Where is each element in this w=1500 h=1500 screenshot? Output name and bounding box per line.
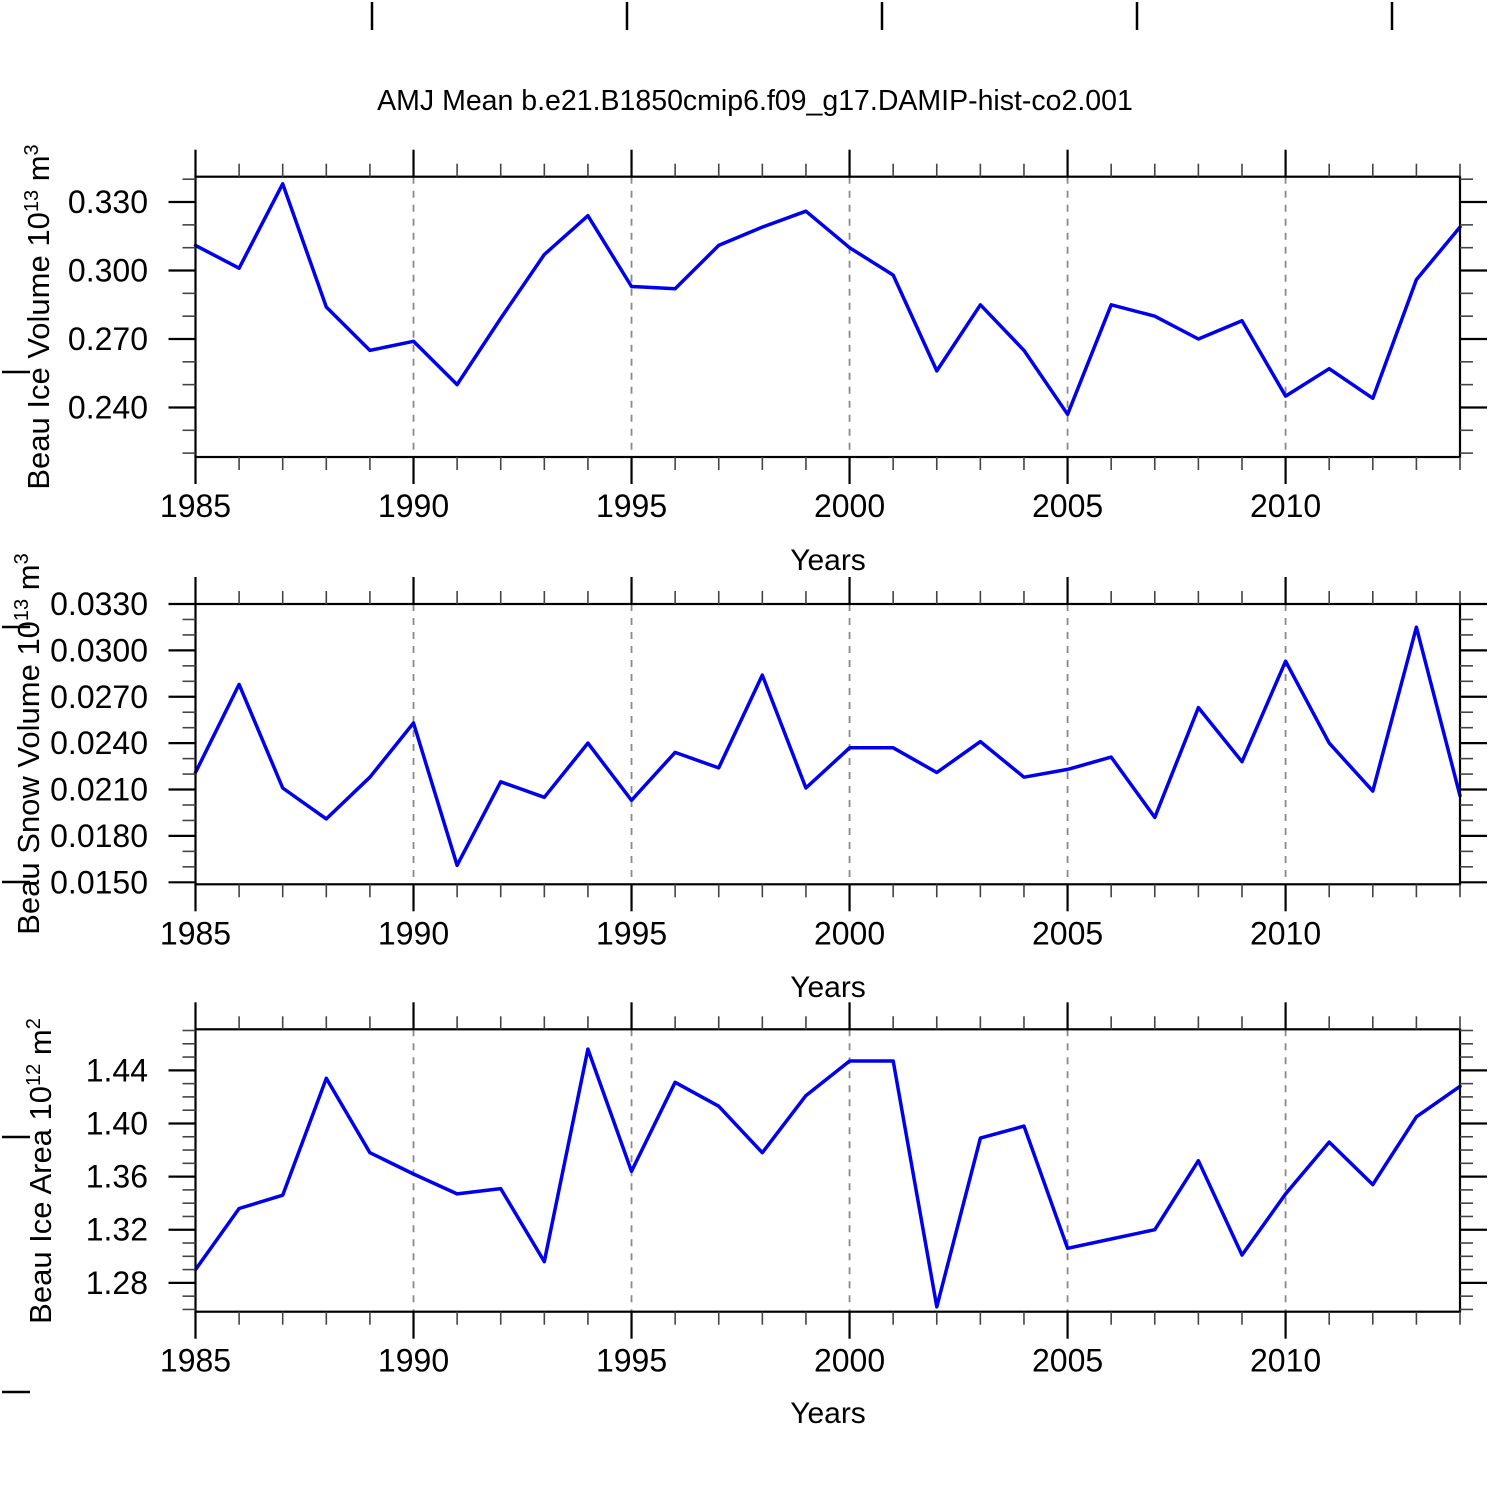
gridlines <box>412 604 1287 885</box>
x-tick-label: 1995 <box>596 1343 667 1379</box>
y-axis-title-text: Beau Snow Volume 10 <box>11 621 47 935</box>
x-axis-title-years-panel3: Years <box>790 1397 866 1430</box>
y-axis-title-ice-area: Beau Ice Area 1012 m2 <box>23 1018 59 1324</box>
y-tick-label: 1.32 <box>86 1212 148 1248</box>
plot-frame <box>194 175 1462 459</box>
x-ticks <box>194 149 1461 484</box>
y-tick-labels: 1.28 1.32 1.36 1.40 1.44 <box>86 1052 148 1301</box>
x-axis-title-years-panel2: Years <box>790 971 866 1004</box>
x-ticks <box>194 577 1461 912</box>
x-tick-label: 1995 <box>596 915 667 951</box>
x-tick-label: 2000 <box>814 1343 885 1379</box>
y-tick-label: 0.0330 <box>50 586 148 622</box>
x-tick-label: 2010 <box>1250 488 1321 524</box>
x-tick-label: 1995 <box>596 488 667 524</box>
x-tick-label: 1985 <box>160 488 231 524</box>
x-tick-labels: 1985 1990 1995 2000 2005 2010 <box>160 915 1321 951</box>
y-tick-label: 0.0180 <box>50 818 148 854</box>
y-tick-label: 0.0240 <box>50 725 148 761</box>
panel-beau-ice-volume: 0.240 0.270 0.300 0.330 1985 1990 1995 2000 2005… <box>68 149 1487 524</box>
y-tick-label: 0.0300 <box>50 632 148 668</box>
x-tick-label: 1990 <box>378 1343 449 1379</box>
y-tick-label: 1.44 <box>86 1052 148 1088</box>
plot-frame <box>194 602 1462 886</box>
gridlines <box>412 1029 1287 1312</box>
y-axis-title-unit: m <box>21 155 57 190</box>
x-ticks <box>194 1002 1461 1339</box>
series-beau-ice-area <box>193 1047 1462 1309</box>
x-tick-label: 2000 <box>814 488 885 524</box>
x-tick-label: 1990 <box>378 915 449 951</box>
y-tick-label: 1.40 <box>86 1105 148 1141</box>
y-axis-title-snow-volume: Beau Snow Volume 1013 m3 <box>11 553 47 934</box>
y-tick-labels: 0.240 0.270 0.300 0.330 <box>68 184 148 425</box>
x-tick-label: 1990 <box>378 488 449 524</box>
gridlines <box>412 176 1287 457</box>
y-tick-label: 1.28 <box>86 1265 148 1301</box>
y-axis-title-superscript: 13 <box>20 189 43 213</box>
x-tick-label: 2010 <box>1250 1343 1321 1379</box>
y-axis-title-unit: m <box>23 1029 59 1064</box>
figure-title: AMJ Mean b.e21.B1850cmip6.f09_g17.DAMIP-… <box>377 85 1133 117</box>
y-ticks <box>168 602 1487 884</box>
y-tick-label: 1.36 <box>86 1159 148 1195</box>
x-tick-labels: 1985 1990 1995 2000 2005 2010 <box>160 1343 1321 1379</box>
y-ticks <box>168 178 1487 454</box>
y-axis-title-unit: m <box>11 564 47 599</box>
x-tick-labels: 1985 1990 1995 2000 2005 2010 <box>160 488 1321 524</box>
x-tick-label: 1985 <box>160 915 231 951</box>
series-beau-ice-volume <box>193 182 1462 417</box>
y-tick-labels: 0.0150 0.0180 0.0210 0.0240 0.0270 0.0300 0.03… <box>50 586 148 900</box>
y-tick-label: 0.240 <box>68 389 148 425</box>
panel-beau-snow-volume: 0.0150 0.0180 0.0210 0.0240 0.0270 0.0300 0.03… <box>50 577 1487 951</box>
x-tick-label: 2005 <box>1032 488 1103 524</box>
y-tick-label: 0.0150 <box>50 864 148 900</box>
x-axis-title-years-panel1: Years <box>790 544 866 577</box>
x-tick-label: 2000 <box>814 915 885 951</box>
y-axis-title-text: Beau Ice Volume 10 <box>21 212 57 490</box>
y-tick-label: 0.330 <box>68 184 148 220</box>
x-tick-label: 2005 <box>1032 915 1103 951</box>
y-axis-title-ice-volume: Beau Ice Volume 1013 m3 <box>21 144 57 489</box>
y-axis-title-unit-superscript: 3 <box>20 144 43 156</box>
y-axis-title-unit-superscript: 2 <box>22 1018 45 1030</box>
plot-frame <box>194 1028 1462 1313</box>
y-tick-label: 0.300 <box>68 253 148 289</box>
y-axis-title-text: Beau Ice Area 10 <box>23 1085 59 1324</box>
x-tick-label: 1985 <box>160 1343 231 1379</box>
x-tick-label: 2010 <box>1250 915 1321 951</box>
series-beau-snow-volume <box>193 625 1462 868</box>
y-axis-title-superscript: 12 <box>22 1063 45 1086</box>
page-edge-marks <box>2 2 1394 1394</box>
y-axis-title-unit-superscript: 3 <box>10 553 33 565</box>
x-tick-label: 2005 <box>1032 1343 1103 1379</box>
panel-beau-ice-area: 1.28 1.32 1.36 1.40 1.44 1985 1990 1995 2000 2005… <box>86 1002 1487 1379</box>
y-axis-title-superscript: 13 <box>10 598 33 622</box>
y-tick-label: 0.270 <box>68 321 148 357</box>
y-tick-label: 0.0270 <box>50 679 148 715</box>
y-tick-label: 0.0210 <box>50 772 148 808</box>
y-ticks <box>168 1029 1487 1311</box>
